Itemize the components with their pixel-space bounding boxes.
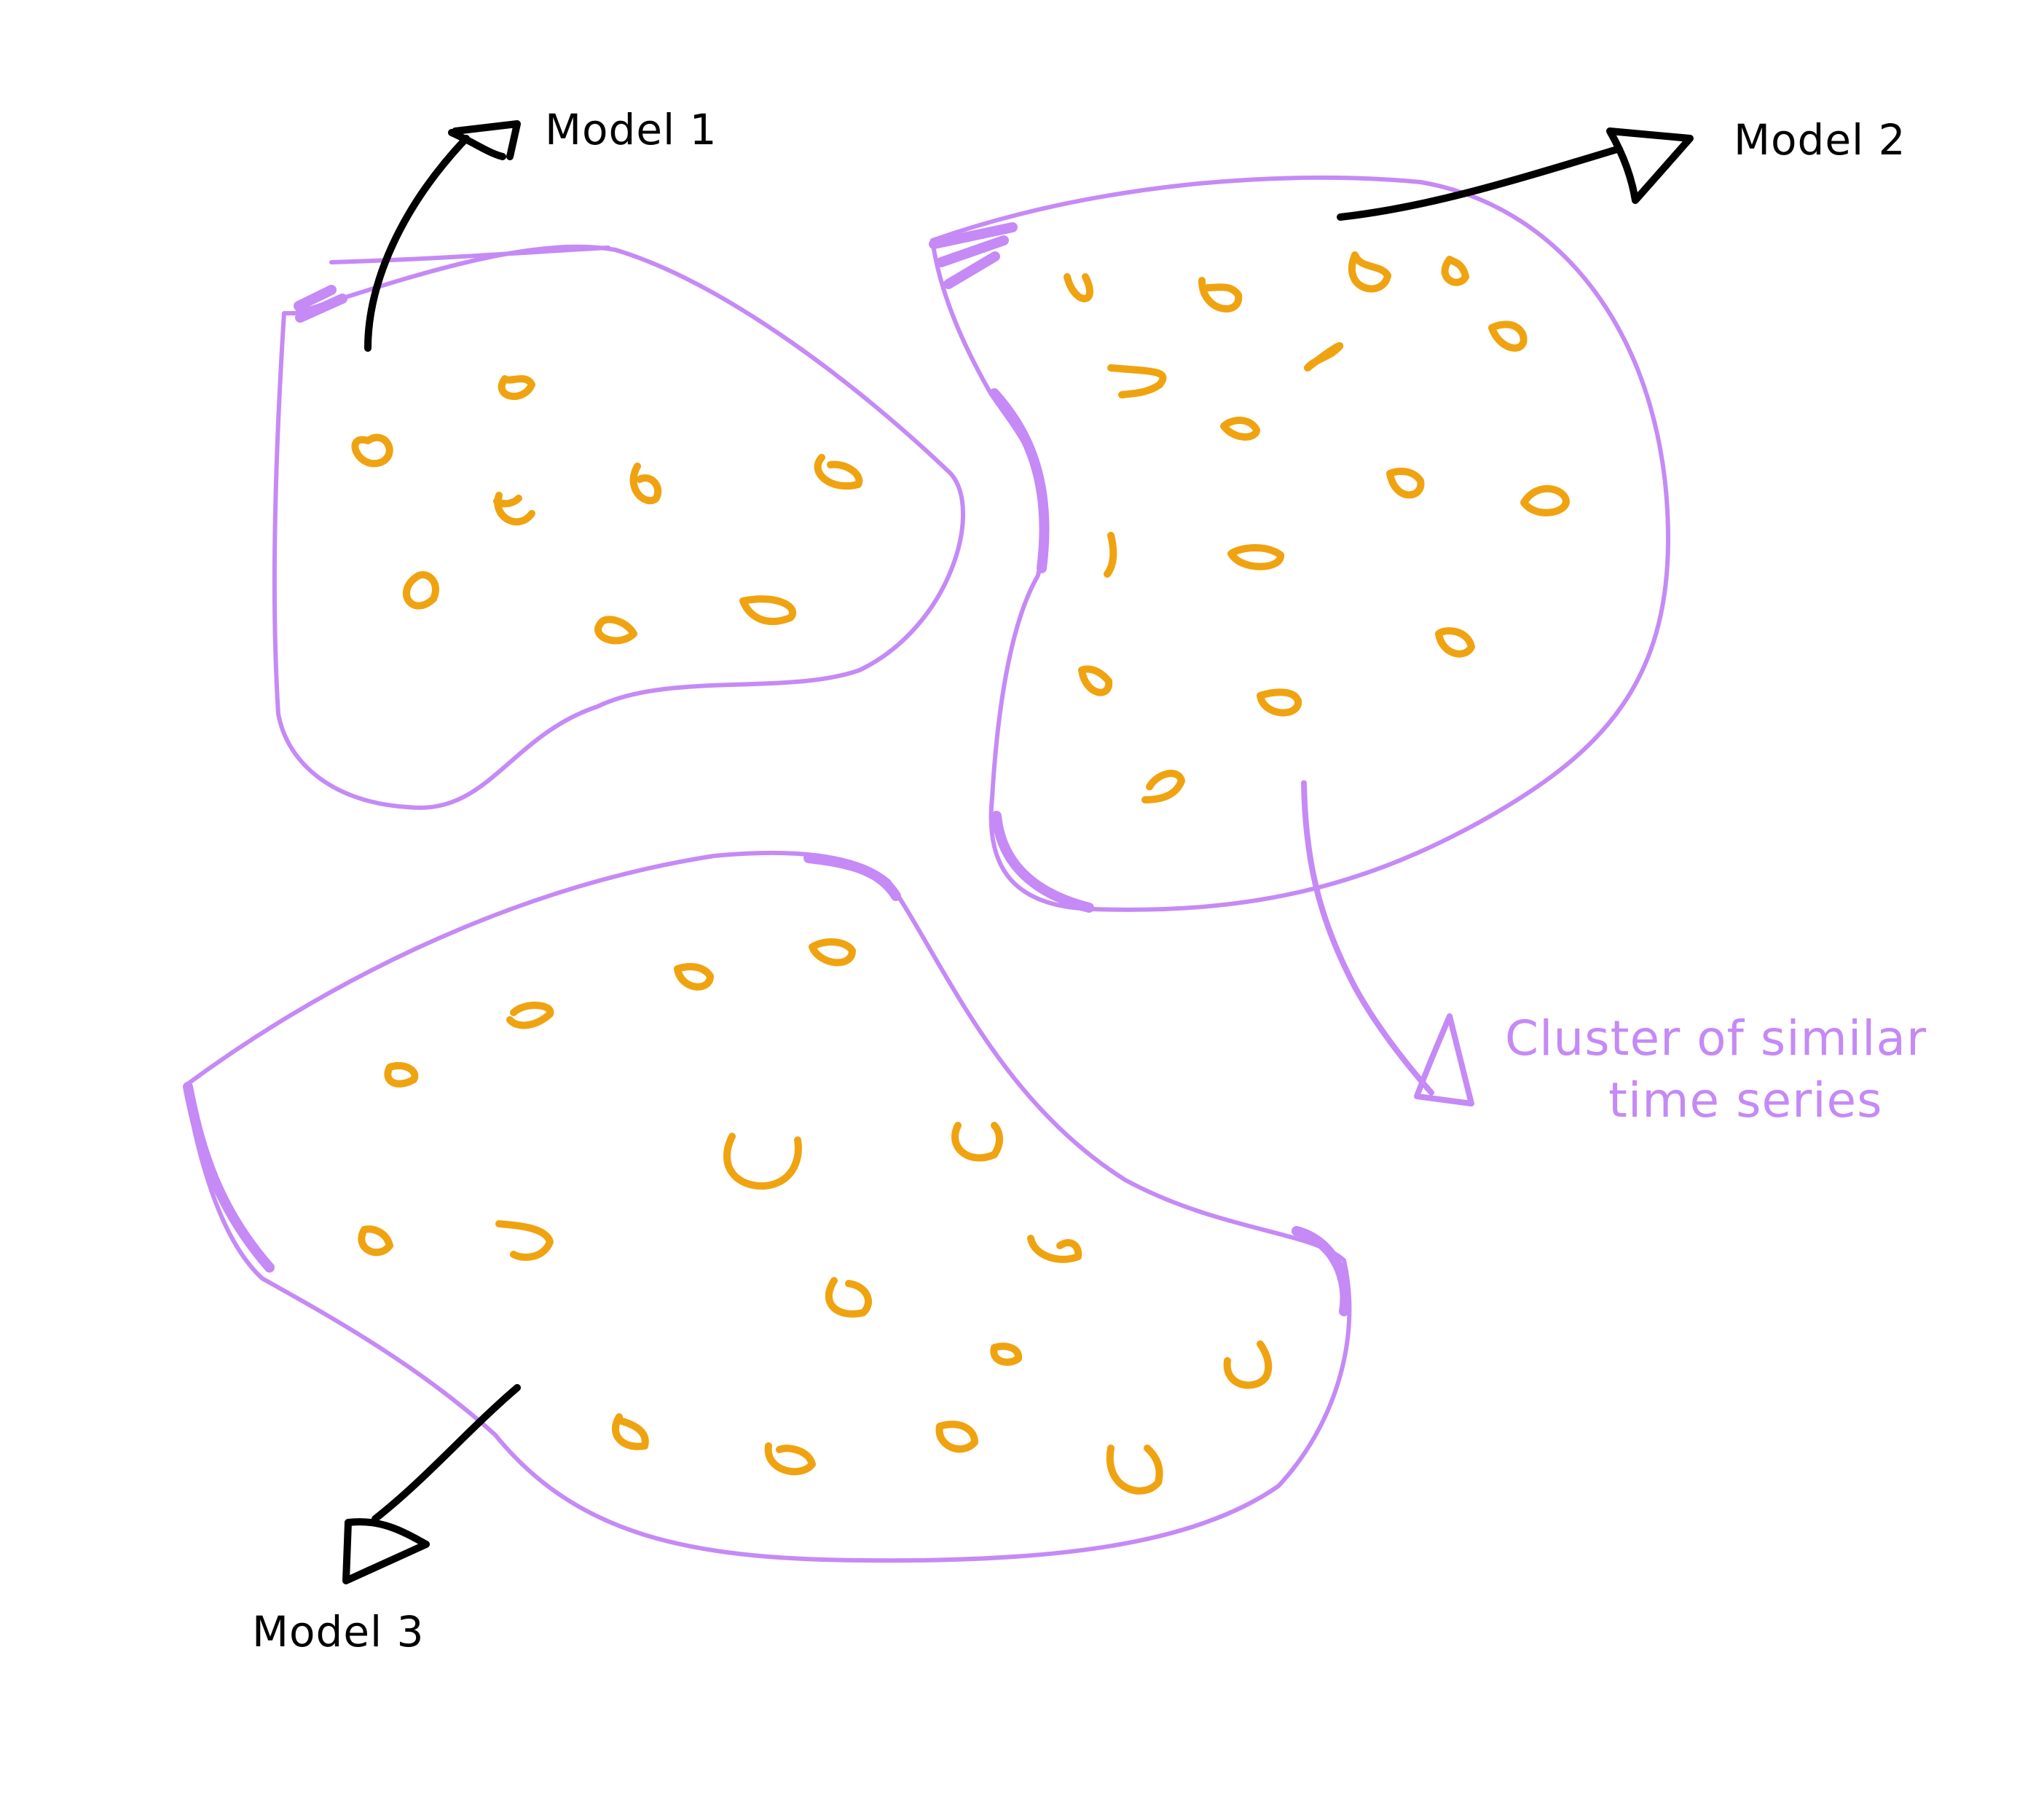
cluster-note-pointer [1301, 780, 1474, 1107]
cluster-note-line-1: Cluster of similar [1505, 1010, 1927, 1066]
model-1-arrow-head [448, 120, 521, 160]
time-series-marker [1220, 417, 1260, 441]
time-series-marker [1435, 627, 1475, 658]
time-series-marker [1520, 485, 1570, 516]
time-series-marker [1106, 1445, 1163, 1495]
cluster-model-1 [272, 244, 966, 810]
time-series-marker [935, 1420, 978, 1453]
cluster-3-time-series [358, 938, 1273, 1495]
cluster-note-line-2: time series [1608, 1072, 1883, 1128]
cluster-note-arrow-shaft [1301, 780, 1434, 1096]
time-series-marker [825, 1277, 873, 1318]
model-3-arrow-head [342, 1518, 430, 1584]
time-series-marker [1348, 251, 1391, 293]
time-series-marker [358, 1225, 393, 1257]
model-2-label: Model 2 [1734, 115, 1906, 165]
time-series-marker [594, 616, 637, 645]
cluster-1-time-series [351, 375, 863, 645]
model-2-pointer [1337, 127, 1694, 221]
cluster-3-outline [184, 850, 1352, 1563]
cluster-2-left-hatch [989, 388, 1050, 573]
model-2-arrow-shaft [1337, 146, 1621, 221]
time-series-marker [351, 433, 393, 468]
time-series-marker [612, 1413, 649, 1450]
time-series-marker [402, 571, 439, 610]
time-series-marker [1386, 468, 1425, 499]
cluster-1-outline [272, 244, 966, 810]
time-series-marker [1441, 256, 1469, 286]
time-series-marker [384, 1062, 419, 1088]
time-series-marker [990, 1343, 1023, 1366]
time-series-marker [1064, 273, 1093, 302]
time-series-marker [506, 1002, 554, 1029]
model-3-pointer [342, 1384, 521, 1584]
time-series-marker [1078, 665, 1113, 696]
time-series-marker [1304, 342, 1344, 372]
time-series-marker [1227, 544, 1284, 570]
cluster-2-bottom-hatch [991, 811, 1094, 913]
time-series-marker [814, 454, 863, 490]
model-1-pointer [364, 120, 521, 352]
time-series-marker [739, 595, 797, 626]
model-3-label: Model 3 [252, 1607, 424, 1656]
time-series-marker [1104, 532, 1117, 578]
cluster-2-corner-hatch [929, 222, 1018, 289]
time-series-marker [723, 1133, 802, 1190]
cluster-model-3 [183, 850, 1352, 1563]
time-series-marker [493, 492, 535, 526]
cluster-1-inner-stroke [329, 245, 610, 264]
cluster-3-top-hatch [803, 853, 901, 901]
model-3-arrow-shaft [372, 1384, 521, 1522]
cluster-3-right-hatch [1292, 1226, 1351, 1316]
time-series-marker [1141, 769, 1185, 803]
model-1-label: Model 1 [545, 105, 717, 154]
time-series-marker [1488, 321, 1528, 352]
time-series-marker [629, 463, 662, 505]
model-1-arrow-shaft [364, 135, 470, 352]
time-series-marker [764, 1442, 816, 1476]
cluster-model-2 [929, 175, 1670, 913]
time-series-marker [495, 1220, 554, 1261]
time-series-marker [809, 938, 856, 967]
time-series-marker [674, 963, 714, 991]
time-series-marker [1107, 364, 1167, 398]
cluster-3-left-hatch [183, 1082, 275, 1273]
time-series-marker [1223, 1340, 1273, 1389]
time-series-marker [498, 375, 535, 400]
time-series-marker [1257, 688, 1302, 717]
time-series-marker [1198, 277, 1243, 313]
time-series-marker [1027, 1235, 1082, 1263]
time-series-marker [951, 1122, 1004, 1162]
cluster-note-arrow-head [1414, 1013, 1474, 1107]
cluster-1-corner-hatch [294, 285, 347, 323]
model-2-arrow-head [1606, 127, 1694, 204]
cluster-2-time-series [1064, 251, 1570, 803]
